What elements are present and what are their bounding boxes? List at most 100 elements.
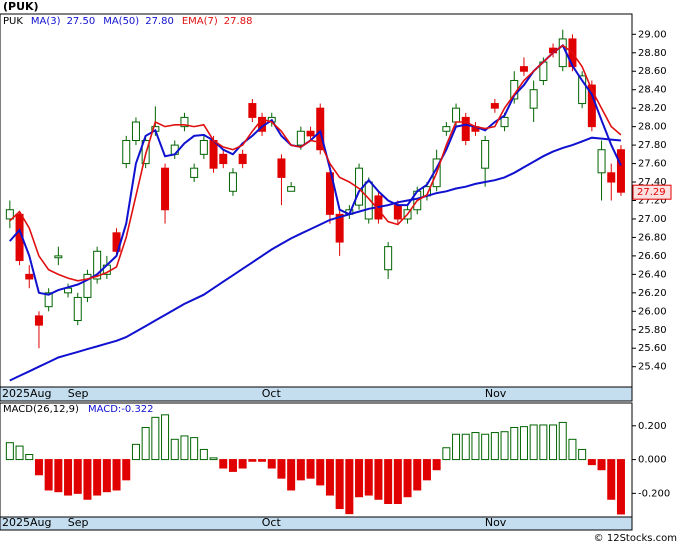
macd-bar: [355, 459, 364, 498]
macd-bar: [471, 432, 480, 461]
macd-bar: [141, 426, 150, 461]
y-tick-label: 27.60: [638, 159, 667, 170]
macd-bar: [131, 443, 140, 461]
y-tick-label: 29.00: [638, 29, 667, 40]
macd-bar: [112, 459, 121, 491]
candle-body: [316, 107, 325, 151]
candle-body: [616, 149, 625, 193]
candle-body: [248, 103, 257, 118]
last-price-label: 27.29: [637, 187, 666, 198]
y-tick-label: 25.80: [638, 325, 667, 336]
macd-bar: [490, 432, 499, 461]
x-tick-label: 2025Aug: [2, 387, 51, 400]
candle-body: [190, 167, 199, 178]
candle-body: [238, 153, 247, 165]
candle-body: [209, 139, 218, 169]
macd-bar: [180, 435, 189, 461]
x-tick-label: Sep: [68, 516, 89, 529]
macd-bar: [64, 459, 73, 496]
panel-subtitle: MACD:-0.322: [88, 404, 154, 415]
candle-body: [607, 172, 616, 183]
macd-bar: [44, 459, 53, 491]
macd-bar: [170, 438, 179, 461]
date-strip: [0, 386, 633, 402]
candle-body: [54, 255, 63, 259]
candle-body: [442, 126, 451, 132]
candle-body: [219, 153, 228, 165]
candle-body: [122, 139, 131, 165]
macd-bar: [93, 459, 102, 496]
candle-body: [384, 246, 393, 271]
candle-body: [461, 116, 470, 141]
overlay-line: [9, 136, 621, 382]
candle-body: [180, 116, 189, 128]
macd-bar: [34, 459, 43, 476]
macd-bar: [616, 459, 625, 515]
candle-body: [5, 209, 14, 220]
macd-bar: [209, 457, 218, 461]
macd-bar: [73, 459, 82, 494]
macd-bar: [549, 424, 558, 461]
macd-bar: [432, 459, 441, 471]
candle-body: [452, 107, 461, 123]
macd-bar: [238, 459, 247, 469]
macd-bar: [335, 459, 344, 510]
panel-title: MACD(26,12,9): [3, 404, 79, 415]
y-tick-label: 27.20: [638, 196, 667, 207]
candle-body: [34, 315, 43, 326]
x-tick-label: Nov: [485, 387, 507, 400]
overlay-line: [9, 44, 622, 282]
candle-body: [25, 273, 34, 280]
macd-bar: [151, 416, 160, 461]
x-tick-label: Oct: [262, 516, 282, 529]
date-strip: [0, 516, 633, 531]
macd-bar: [568, 438, 577, 461]
macd-bar: [539, 424, 548, 461]
macd-bar: [529, 424, 538, 461]
macd-bar: [500, 431, 509, 461]
candle-body: [93, 250, 102, 280]
x-tick-label: Oct: [262, 387, 282, 400]
legend-value: 27.50: [67, 16, 96, 27]
legend-label: EMA(7): [182, 16, 218, 27]
macd-bar: [199, 448, 208, 461]
candle-body: [529, 89, 538, 109]
macd-bar: [558, 421, 567, 461]
candle-body: [393, 204, 402, 220]
candle-body: [500, 116, 509, 128]
macd-bar: [481, 433, 490, 461]
candle-body: [306, 130, 315, 137]
y-tick-label: 28.60: [638, 66, 667, 77]
macd-bar: [384, 459, 393, 504]
candle-body: [228, 172, 237, 192]
y-tick-label: 27.80: [638, 140, 667, 151]
y-tick-label: 25.60: [638, 343, 667, 354]
y-tick-label: 0.000: [638, 455, 667, 466]
candle-body: [199, 139, 208, 155]
y-tick-label: 28.80: [638, 48, 667, 59]
macd-bar: [364, 459, 373, 496]
macd-bar: [287, 459, 296, 491]
y-tick-label: 28.20: [638, 103, 667, 114]
macd-bar: [587, 459, 596, 466]
candle-body: [519, 66, 528, 72]
y-tick-label: -0.200: [638, 488, 670, 499]
chart-title: (PUK): [3, 0, 39, 13]
legend-label: MA(3): [31, 16, 61, 27]
legend-label: MA(50): [103, 16, 139, 27]
macd-bar: [345, 459, 354, 515]
candle-body: [161, 167, 170, 211]
macd-bar: [296, 459, 305, 481]
macd-bar: [316, 459, 325, 486]
y-tick-label: 26.40: [638, 269, 667, 280]
macd-bar: [15, 445, 24, 461]
macd-bar: [258, 459, 267, 462]
candle-body: [83, 273, 92, 298]
y-tick-label: 27.40: [638, 177, 667, 188]
candle-body: [597, 149, 606, 174]
y-tick-label: 26.80: [638, 232, 667, 243]
macd-bar: [510, 426, 519, 461]
macd-bar: [374, 459, 383, 500]
macd-bar: [403, 459, 412, 498]
